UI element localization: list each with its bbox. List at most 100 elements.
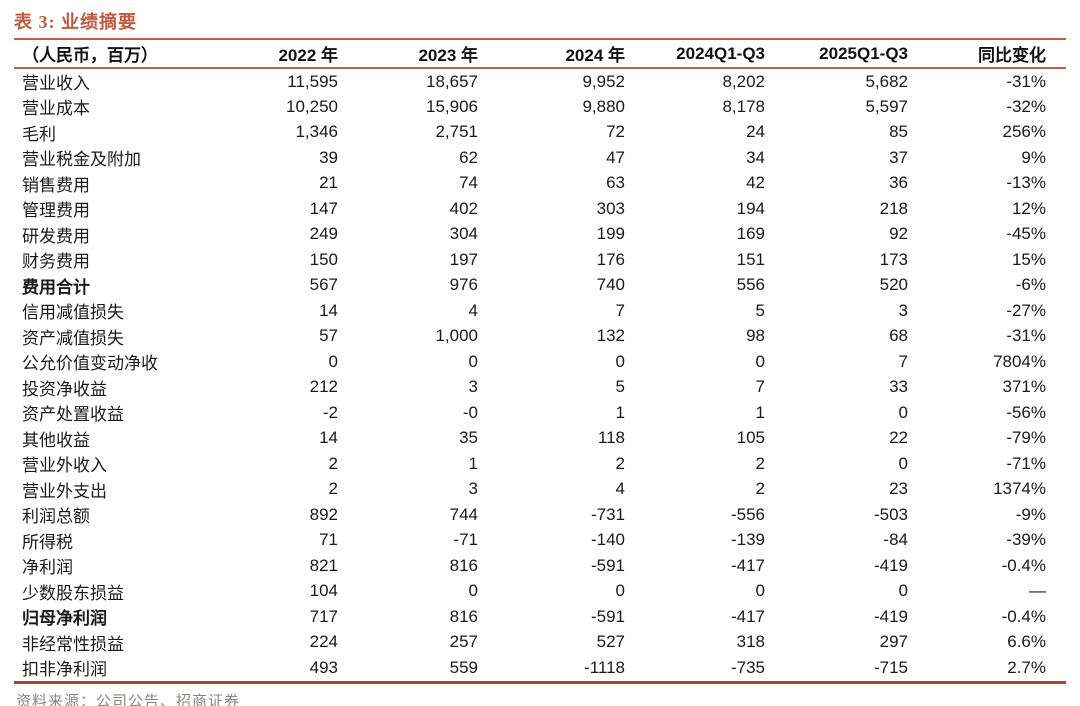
cell-value: 304	[449, 224, 478, 244]
cell-value: 5	[615, 377, 625, 397]
cell-value: -735	[730, 657, 765, 677]
cell-value: 3	[468, 479, 478, 499]
cell-value: -419	[873, 606, 908, 626]
cell-value: 8,202	[722, 71, 765, 91]
cell-value: 173	[879, 249, 908, 269]
cell-value: 257	[449, 632, 478, 652]
cell-value: -31%	[1006, 326, 1046, 346]
cell-value: 34	[746, 147, 765, 167]
cell-value: -556	[730, 504, 765, 524]
cell-value: 303	[596, 198, 625, 218]
cell-value: 4	[615, 479, 625, 499]
table-row: 归母净利润 717 816 -591 -417 -419 -0.4%	[14, 604, 1066, 630]
cell-value: -45%	[1006, 224, 1046, 244]
cell-value: 740	[596, 275, 625, 295]
cell-value: 2	[755, 479, 765, 499]
cell-value: 493	[309, 657, 338, 677]
cell-value: 318	[736, 632, 765, 652]
cell-value: -84	[883, 530, 908, 550]
row-label: 非经常性损益	[22, 634, 124, 654]
cell-value: 85	[889, 122, 908, 142]
cell-value: 176	[596, 249, 625, 269]
cell-value: -79%	[1006, 428, 1046, 448]
cell-value: 520	[879, 275, 908, 295]
cell-value: 36	[889, 173, 908, 193]
cell-value: 744	[449, 504, 478, 524]
cell-value: 2.7%	[1007, 657, 1046, 677]
cell-value: 92	[889, 224, 908, 244]
cell-value: 2	[328, 479, 338, 499]
cell-value: 23	[889, 479, 908, 499]
cell-value: 147	[309, 198, 338, 218]
cell-value: -417	[730, 555, 765, 575]
row-label: 净利润	[22, 558, 73, 578]
cell-value: 402	[449, 198, 478, 218]
table-row: 营业外收入 2 1 2 2 0 -71%	[14, 451, 1066, 477]
cell-value: 199	[596, 224, 625, 244]
cell-value: 1,000	[435, 326, 478, 346]
row-label: 营业外支出	[22, 481, 107, 501]
cell-value: 12%	[1011, 198, 1046, 218]
table-row: 利润总额 892 744 -731 -556 -503 -9%	[14, 502, 1066, 528]
cell-value: -417	[730, 606, 765, 626]
table-row: 非经常性损益 224 257 527 318 297 6.6%	[14, 630, 1066, 656]
cell-value: -39%	[1006, 530, 1046, 550]
row-label: 信用减值损失	[22, 303, 124, 323]
cell-value: 150	[309, 249, 338, 269]
cell-value: 2	[328, 453, 338, 473]
cell-value: 15%	[1011, 249, 1046, 269]
cell-value: -56%	[1006, 402, 1046, 422]
cell-value: 0	[755, 351, 765, 371]
cell-value: 0	[755, 581, 765, 601]
cell-value: 976	[449, 275, 478, 295]
column-header-2022: 2022 年	[254, 40, 338, 69]
cell-value: 68	[889, 326, 908, 346]
cell-value: 7804%	[993, 351, 1046, 371]
cell-value: 5,682	[865, 71, 908, 91]
table-row: 资产处置收益 -2 -0 1 1 0 -56%	[14, 400, 1066, 426]
cell-value: 47	[606, 147, 625, 167]
row-label: 财务费用	[22, 252, 90, 272]
cell-value: 1	[755, 402, 765, 422]
cell-value: 821	[309, 555, 338, 575]
cell-value: 7	[755, 377, 765, 397]
cell-value: 2,751	[435, 122, 478, 142]
row-label: 营业成本	[22, 99, 90, 119]
cell-value: 71	[319, 530, 338, 550]
cell-value: -503	[873, 504, 908, 524]
row-label: 管理费用	[22, 201, 90, 221]
cell-value: 0	[615, 581, 625, 601]
table-row: 管理费用 147 402 303 194 218 12%	[14, 196, 1066, 222]
column-header-2025q1q3: 2025Q1-Q3	[765, 40, 908, 69]
cell-value: 8,178	[722, 96, 765, 116]
table-row: 营业收入 11,595 18,657 9,952 8,202 5,682 -31%	[14, 68, 1066, 94]
row-label: 归母净利润	[22, 609, 107, 629]
table-row: 营业税金及附加 39 62 47 34 37 9%	[14, 145, 1066, 171]
cell-value: 0	[468, 351, 478, 371]
table-row: 扣非净利润 493 559 -1118 -735 -715 2.7%	[14, 655, 1066, 681]
row-label: 利润总额	[22, 507, 90, 527]
cell-value: 256%	[1002, 122, 1046, 142]
cell-value: -2	[322, 402, 338, 422]
column-header-2024q1q3: 2024Q1-Q3	[625, 40, 765, 69]
cell-value: 559	[449, 657, 478, 677]
cell-value: 0	[468, 581, 478, 601]
row-label: 投资净收益	[22, 379, 107, 399]
cell-value: 9,952	[582, 71, 625, 91]
cell-value: 22	[889, 428, 908, 448]
cell-value: -0.4%	[1001, 606, 1046, 626]
cell-value: 42	[746, 173, 765, 193]
cell-value: 5	[755, 300, 765, 320]
source-note: 资料来源：公司公告、招商证券	[16, 693, 241, 706]
cell-value: -6%	[1015, 275, 1046, 295]
cell-value: 35	[459, 428, 478, 448]
cell-value: -139	[730, 530, 765, 550]
cell-value: 7	[898, 351, 908, 371]
cell-value: 72	[606, 122, 625, 142]
cell-value: -731	[590, 504, 625, 524]
cell-value: 194	[736, 198, 765, 218]
row-label: 公允价值变动净收	[22, 354, 158, 374]
cell-value: -0	[462, 402, 478, 422]
cell-value: 151	[736, 249, 765, 269]
